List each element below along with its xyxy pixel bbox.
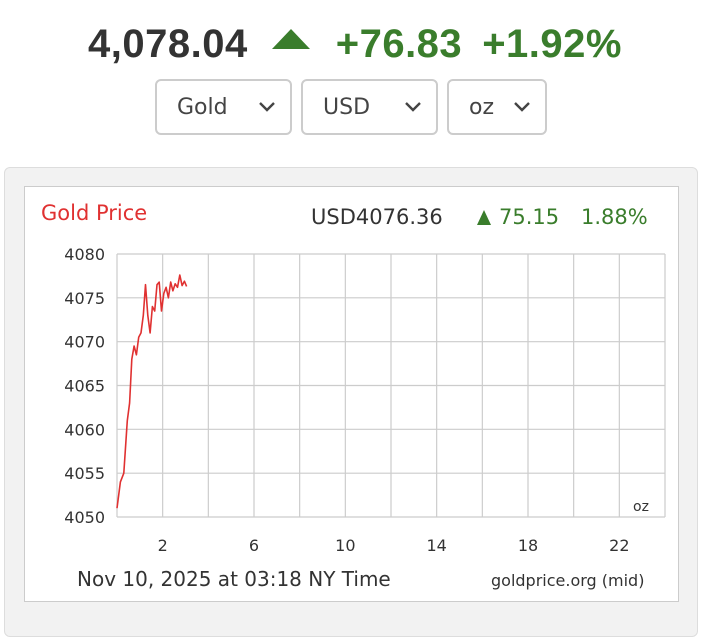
unit-label: oz (633, 499, 649, 515)
y-tick-label: 4065 (64, 377, 105, 396)
y-tick-label: 4055 (64, 464, 105, 483)
arrow-up-icon (271, 28, 310, 49)
currency-select-value: USD (323, 94, 371, 120)
chart-change-percent: 1.88% (581, 205, 648, 229)
chart-frame: 4080 4075 4070 4065 4060 4055 4050 2 6 10 14 18 22 … (24, 186, 679, 602)
chart-title: Gold Price (41, 201, 147, 225)
chart-price-label: USD4076.36 (311, 205, 443, 229)
y-axis-ticks: 4080 4075 4070 4065 4060 4055 4050 (64, 245, 105, 527)
metal-select[interactable]: Gold (155, 79, 292, 135)
x-tick-label: 10 (335, 536, 355, 555)
y-tick-label: 4080 (64, 245, 105, 264)
chart-timestamp: Nov 10, 2025 at 03:18 NY Time (77, 567, 391, 591)
metal-select-value: Gold (177, 94, 228, 120)
x-axis-ticks: 2 6 10 14 18 22 (158, 536, 630, 555)
y-tick-label: 4060 (64, 420, 105, 439)
grid (116, 253, 666, 518)
price-change: +76.83 (335, 22, 463, 66)
y-tick-label: 4050 (64, 508, 105, 527)
arrow-up-icon (477, 210, 491, 225)
current-price: 4,078.04 (88, 22, 248, 66)
y-tick-label: 4075 (64, 289, 105, 308)
x-tick-label: 2 (158, 536, 168, 555)
price-change-percent: +1.92% (482, 22, 622, 66)
x-tick-label: 14 (426, 536, 446, 555)
x-tick-label: 18 (518, 536, 538, 555)
chevron-down-icon (259, 102, 275, 112)
x-tick-label: 6 (249, 536, 259, 555)
price-ticker: 4,078.04 +76.83 +1.92% (0, 22, 710, 67)
chevron-down-icon (405, 102, 421, 112)
currency-select[interactable]: USD (301, 79, 438, 135)
chevron-down-icon (514, 102, 530, 112)
chart-source: goldprice.org (mid) (491, 571, 644, 590)
unit-select[interactable]: oz (447, 79, 547, 135)
price-series-line (116, 274, 188, 509)
unit-select-value: oz (469, 94, 495, 120)
y-tick-label: 4070 (64, 333, 105, 352)
selector-row: Gold USD oz (155, 79, 547, 135)
x-tick-label: 22 (609, 536, 629, 555)
chart-change-label: 75.15 (499, 205, 559, 229)
